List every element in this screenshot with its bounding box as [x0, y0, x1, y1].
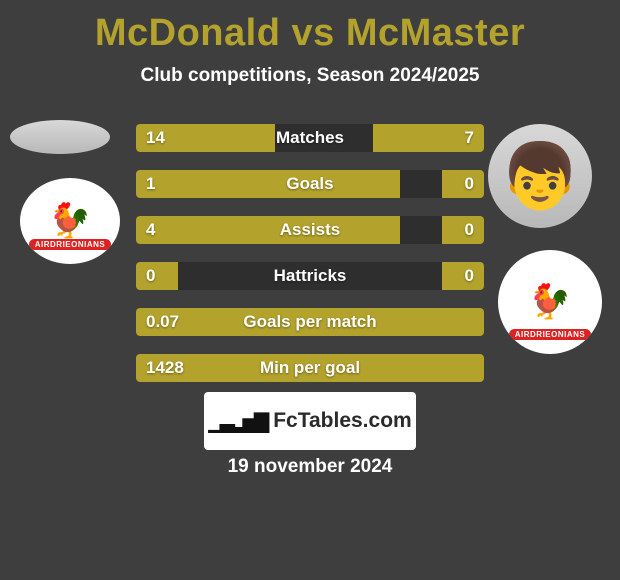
- stat-value-right: 7: [465, 124, 474, 152]
- stat-bars: 14Matches71Goals04Assists00Hattricks00.0…: [136, 124, 484, 400]
- branding-badge: ▁▃▂▅▇ FcTables.com: [204, 392, 416, 450]
- page-title: McDonald vs McMaster: [0, 12, 620, 55]
- stat-label: Hattricks: [136, 262, 484, 290]
- sparkline-icon: ▁▃▂▅▇: [208, 409, 265, 434]
- club-badge-icon: 🐓 AIRDRIEONIANS: [498, 250, 602, 354]
- stat-label: Goals: [136, 170, 484, 198]
- rooster-icon: 🐓: [49, 204, 91, 238]
- player-face-icon: 👦: [488, 124, 592, 228]
- club-ribbon: AIRDRIEONIANS: [509, 329, 592, 340]
- stat-row: 14Matches7: [136, 124, 484, 152]
- left-club-badge: 🐓 AIRDRIEONIANS: [20, 178, 120, 264]
- stat-value-right: 0: [465, 170, 474, 198]
- stat-value-right: 0: [465, 216, 474, 244]
- club-badge-icon: 🐓 AIRDRIEONIANS: [20, 178, 120, 264]
- stat-row: 1428Min per goal: [136, 354, 484, 382]
- right-player-avatar: 👦: [488, 124, 592, 228]
- title-right-name: McMaster: [346, 12, 525, 54]
- subtitle: Club competitions, Season 2024/2025: [0, 65, 620, 87]
- snapshot-date: 19 november 2024: [0, 456, 620, 478]
- comparison-card: McDonald vs McMaster Club competitions, …: [0, 0, 620, 580]
- branding-text: FcTables.com: [273, 409, 412, 433]
- club-ribbon: AIRDRIEONIANS: [29, 239, 112, 250]
- title-vs: vs: [291, 12, 334, 54]
- stat-label: Matches: [136, 124, 484, 152]
- stat-row: 0.07Goals per match: [136, 308, 484, 336]
- stat-label: Goals per match: [136, 308, 484, 336]
- stat-label: Assists: [136, 216, 484, 244]
- stat-value-right: 0: [465, 262, 474, 290]
- stat-label: Min per goal: [136, 354, 484, 382]
- stat-row: 1Goals0: [136, 170, 484, 198]
- stat-row: 0Hattricks0: [136, 262, 484, 290]
- player-silhouette-icon: [10, 120, 110, 154]
- stat-row: 4Assists0: [136, 216, 484, 244]
- right-club-badge: 🐓 AIRDRIEONIANS: [498, 250, 602, 354]
- rooster-icon: 🐓: [529, 285, 571, 319]
- left-player-avatar: [10, 120, 110, 154]
- title-left-name: McDonald: [95, 12, 281, 54]
